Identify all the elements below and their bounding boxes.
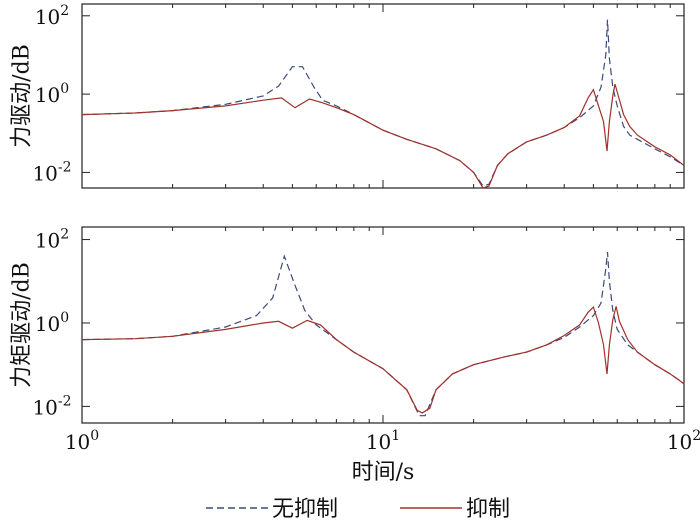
y-tick-label: 102	[35, 3, 69, 29]
y-tick-label: 10-2	[32, 159, 71, 185]
y-tick-label: 100	[35, 310, 69, 336]
legend-label-no-suppression: 无抑制	[272, 497, 338, 522]
x-tick-label: 102	[667, 428, 700, 454]
bottom-y-axis-label: 力矩驱动/dB	[10, 262, 35, 388]
x-axis-label: 时间/s	[352, 460, 415, 485]
bottom-plot-frame	[81, 226, 685, 424]
top-panel: 10-2 100 102 力驱动/dB	[10, 3, 685, 189]
y-tick-label: 102	[35, 227, 69, 253]
y-tick-label: 10-2	[32, 393, 71, 419]
y-tick-label: 100	[35, 81, 69, 107]
figure: 10-2 100 102 力驱动/dB 10-2 100 102 100 101 102 力矩…	[10, 3, 700, 485]
x-tick-label: 100	[65, 428, 99, 454]
bottom-panel: 10-2 100 102 100 101 102 力矩驱动/dB 时间/s	[10, 226, 700, 485]
legend: 无抑制 抑制	[206, 497, 510, 522]
legend-label-suppression: 抑制	[466, 497, 510, 522]
top-plot-frame	[81, 3, 685, 189]
top-ticks: 10-2 100 102	[32, 3, 684, 188]
bottom-series	[81, 252, 685, 417]
bottom-ticks: 10-2 100 102 100 101 102	[32, 227, 700, 454]
series-line-no-suppression	[81, 19, 685, 187]
top-series	[81, 19, 685, 189]
series-line-suppression	[81, 83, 685, 189]
series-line-no-suppression	[81, 252, 685, 417]
x-tick-label: 101	[366, 428, 400, 454]
series-line-suppression	[81, 305, 685, 414]
top-y-axis-label: 力驱动/dB	[10, 44, 35, 148]
